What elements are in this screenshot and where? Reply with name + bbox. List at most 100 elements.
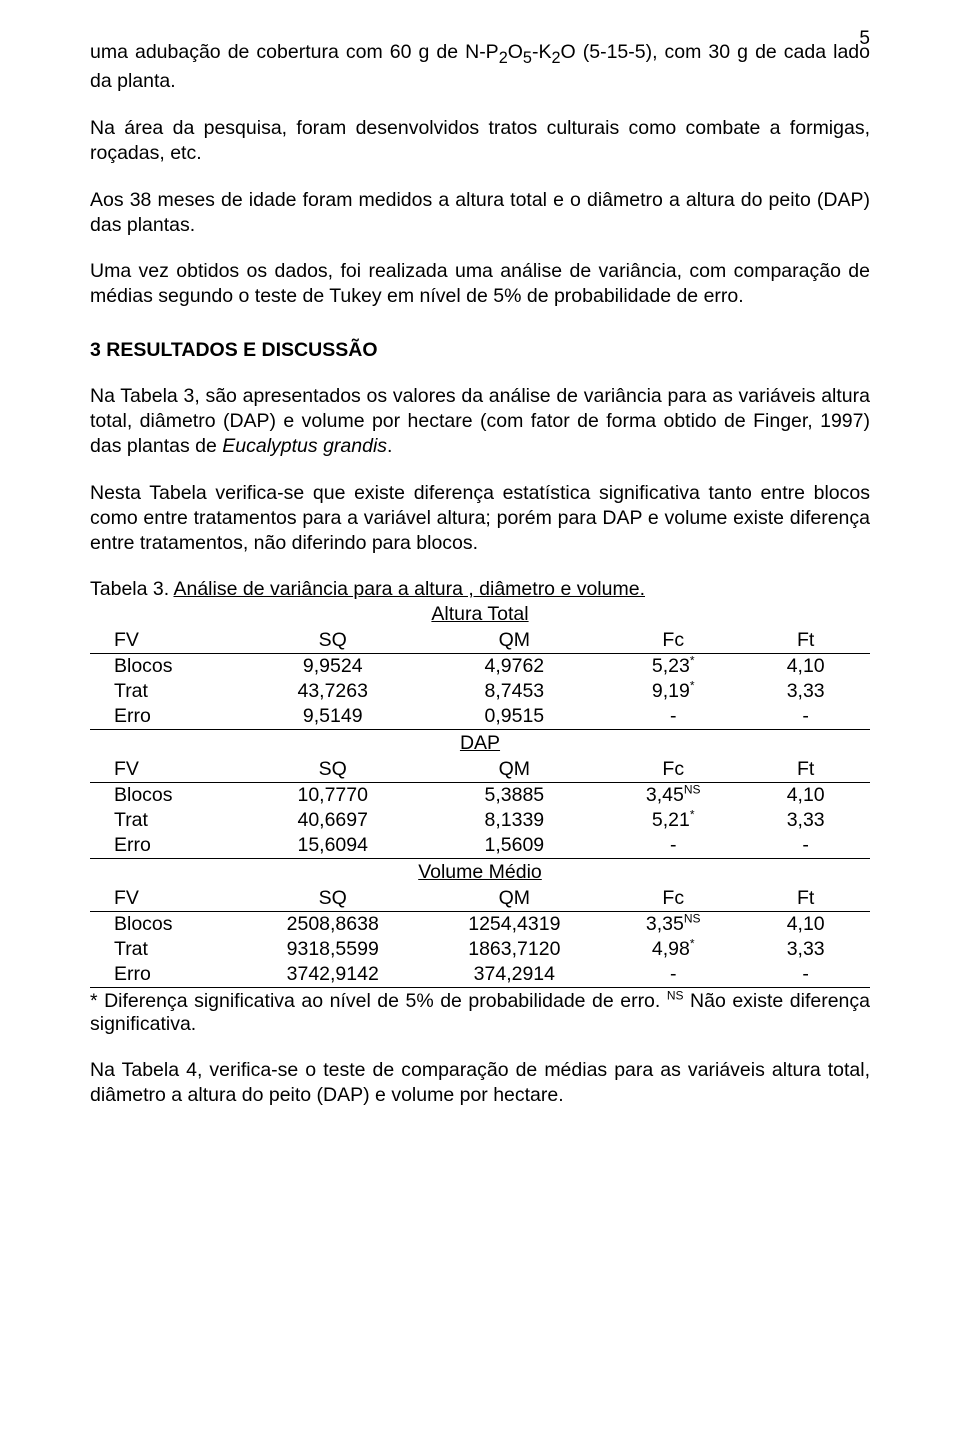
cell-sq: 10,7770 — [242, 783, 424, 809]
table-row: Blocos 10,7770 5,3885 3,45NS 4,10 — [90, 783, 870, 809]
table-row: Erro 15,6094 1,5609 - - — [90, 833, 870, 859]
cell-sq: 9,9524 — [242, 654, 424, 680]
footnote-superscript: NS — [667, 989, 684, 1003]
cell-qm: 1863,7120 — [424, 937, 606, 962]
anova-table-0: FV SQ QM Fc Ft Blocos 9,9524 4,9762 5,23… — [90, 628, 870, 730]
table-row: Trat 43,7263 8,7453 9,19* 3,33 — [90, 679, 870, 704]
table-section-title-1: DAP — [90, 732, 870, 755]
cell-ft: - — [741, 833, 870, 859]
subscript-2: 2 — [499, 49, 508, 67]
footnote-text-a: * Diferença significativa ao nível de 5%… — [90, 990, 667, 1012]
cell-fv: Erro — [90, 962, 242, 988]
table-header-row: FV SQ QM Fc Ft — [90, 886, 870, 912]
col-header-ft: Ft — [741, 886, 870, 912]
cell-fv: Blocos — [90, 654, 242, 680]
cell-fc: 5,23* — [605, 654, 741, 680]
cell-sq: 2508,8638 — [242, 912, 424, 938]
paragraph-1-text-a: uma adubação de cobertura com 60 g de N-… — [90, 41, 499, 63]
cell-ft: 4,10 — [741, 654, 870, 680]
species-name: Eucalyptus grandis — [222, 435, 387, 457]
anova-table-1: FV SQ QM Fc Ft Blocos 10,7770 5,3885 3,4… — [90, 757, 870, 859]
table-row: Blocos 2508,8638 1254,4319 3,35NS 4,10 — [90, 912, 870, 938]
table-header-row: FV SQ QM Fc Ft — [90, 628, 870, 654]
paragraph-1-text-b: O — [508, 41, 523, 63]
cell-ft: 4,10 — [741, 912, 870, 938]
cell-fv: Trat — [90, 808, 242, 833]
paragraph-5: Na Tabela 3, são apresentados os valores… — [90, 384, 870, 459]
col-header-fc: Fc — [605, 757, 741, 783]
cell-qm: 1,5609 — [424, 833, 606, 859]
paragraph-6: Nesta Tabela verifica-se que existe dife… — [90, 481, 870, 556]
cell-fc: - — [605, 833, 741, 859]
cell-qm: 374,2914 — [424, 962, 606, 988]
cell-fv: Erro — [90, 833, 242, 859]
col-header-sq: SQ — [242, 886, 424, 912]
col-header-qm: QM — [424, 757, 606, 783]
paragraph-5-text-c: . — [387, 435, 392, 457]
table-row: Blocos 9,9524 4,9762 5,23* 4,10 — [90, 654, 870, 680]
paragraph-1-text-c: -K — [532, 41, 552, 63]
cell-qm: 8,7453 — [424, 679, 606, 704]
table-caption-plain: Tabela 3. — [90, 578, 173, 600]
col-header-fv: FV — [90, 886, 242, 912]
paragraph-4: Uma vez obtidos os dados, foi realizada … — [90, 259, 870, 309]
cell-ft: 3,33 — [741, 808, 870, 833]
paragraph-5-text-a: Na Tabela 3, são apresentados os valores… — [90, 385, 870, 457]
cell-sq: 9,5149 — [242, 704, 424, 730]
col-header-qm: QM — [424, 886, 606, 912]
page-number: 5 — [859, 28, 870, 50]
paragraph-2: Na área da pesquisa, foram desenvolvidos… — [90, 116, 870, 166]
table-section-title-2: Volume Médio — [90, 861, 870, 884]
cell-fc: 9,19* — [605, 679, 741, 704]
cell-fc: 5,21* — [605, 808, 741, 833]
section-heading: 3 RESULTADOS E DISCUSSÃO — [90, 339, 870, 362]
cell-fv: Blocos — [90, 783, 242, 809]
paragraph-7: Na Tabela 4, verifica-se o teste de comp… — [90, 1058, 870, 1108]
col-header-fc: Fc — [605, 628, 741, 654]
cell-qm: 1254,4319 — [424, 912, 606, 938]
col-header-ft: Ft — [741, 757, 870, 783]
col-header-sq: SQ — [242, 757, 424, 783]
cell-fc: - — [605, 962, 741, 988]
document-page: 5 uma adubação de cobertura com 60 g de … — [0, 0, 960, 1190]
paragraph-3: Aos 38 meses de idade foram medidos a al… — [90, 188, 870, 238]
table-row: Erro 9,5149 0,9515 - - — [90, 704, 870, 730]
cell-fv: Trat — [90, 679, 242, 704]
cell-ft: - — [741, 704, 870, 730]
cell-sq: 15,6094 — [242, 833, 424, 859]
table-row: Trat 40,6697 8,1339 5,21* 3,33 — [90, 808, 870, 833]
cell-ft: - — [741, 962, 870, 988]
cell-fv: Blocos — [90, 912, 242, 938]
table-footnote: * Diferença significativa ao nível de 5%… — [90, 990, 870, 1036]
cell-sq: 40,6697 — [242, 808, 424, 833]
cell-ft: 4,10 — [741, 783, 870, 809]
paragraph-1: uma adubação de cobertura com 60 g de N-… — [90, 40, 870, 94]
col-header-sq: SQ — [242, 628, 424, 654]
subscript-5: 5 — [523, 49, 532, 67]
cell-sq: 43,7263 — [242, 679, 424, 704]
col-header-qm: QM — [424, 628, 606, 654]
cell-sq: 9318,5599 — [242, 937, 424, 962]
cell-qm: 4,9762 — [424, 654, 606, 680]
cell-fc: - — [605, 704, 741, 730]
table-section-title-0: Altura Total — [90, 603, 870, 626]
cell-ft: 3,33 — [741, 937, 870, 962]
cell-fc: 3,35NS — [605, 912, 741, 938]
cell-ft: 3,33 — [741, 679, 870, 704]
table-header-row: FV SQ QM Fc Ft — [90, 757, 870, 783]
table-row: Trat 9318,5599 1863,7120 4,98* 3,33 — [90, 937, 870, 962]
table-caption: Tabela 3. Análise de variância para a al… — [90, 578, 870, 601]
cell-sq: 3742,9142 — [242, 962, 424, 988]
cell-qm: 8,1339 — [424, 808, 606, 833]
col-header-ft: Ft — [741, 628, 870, 654]
col-header-fv: FV — [90, 628, 242, 654]
cell-fv: Trat — [90, 937, 242, 962]
cell-fc: 4,98* — [605, 937, 741, 962]
table-row: Erro 3742,9142 374,2914 - - — [90, 962, 870, 988]
subscript-2b: 2 — [551, 49, 560, 67]
anova-table-2: FV SQ QM Fc Ft Blocos 2508,8638 1254,431… — [90, 886, 870, 988]
cell-fc: 3,45NS — [605, 783, 741, 809]
anova-table-container: Altura Total FV SQ QM Fc Ft Blocos 9,952… — [90, 603, 870, 988]
table-caption-underline: Análise de variância para a altura , diâ… — [173, 578, 645, 600]
cell-fv: Erro — [90, 704, 242, 730]
